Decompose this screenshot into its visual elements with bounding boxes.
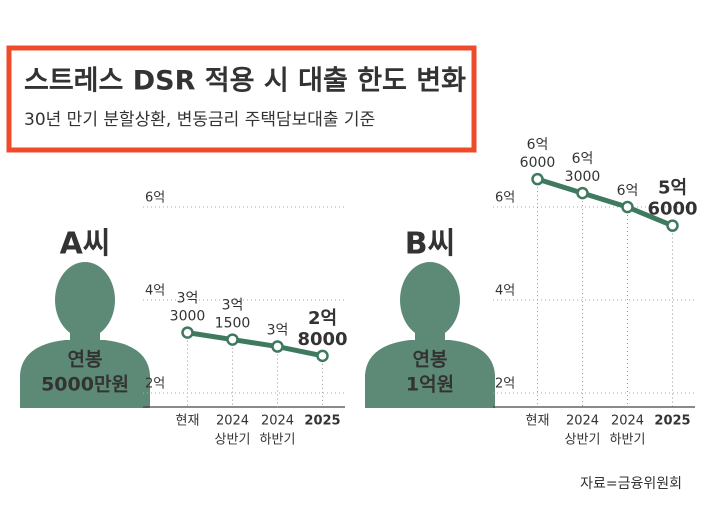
value-label: 3000 xyxy=(565,169,601,185)
person-b xyxy=(365,262,495,408)
x-tick-label: 2024 xyxy=(611,414,644,429)
data-point xyxy=(271,340,284,353)
x-tick-label: 하반기 xyxy=(610,433,646,448)
x-tick-label: 상반기 xyxy=(565,433,601,448)
x-tick-label: 상반기 xyxy=(215,433,251,448)
salary: 5000만원 xyxy=(41,374,129,396)
data-point xyxy=(576,186,589,200)
value-label: 6억 xyxy=(617,183,639,199)
value-label: 3억 xyxy=(177,291,199,307)
y-tick-label: 6억 xyxy=(145,191,165,206)
person-name: B씨 xyxy=(405,227,455,262)
y-tick-label: 4억 xyxy=(145,284,165,299)
x-tick-label: 2024 xyxy=(566,414,599,429)
data-point xyxy=(666,219,679,232)
salary: 연봉 xyxy=(68,349,103,371)
x-tick-label: 2025 xyxy=(304,414,340,429)
data-line xyxy=(536,176,674,228)
value-label: 8000 xyxy=(297,329,347,350)
y-tick-label: 6억 xyxy=(495,191,515,206)
x-tick-label: 현재 xyxy=(176,414,200,429)
value-label: 3억 xyxy=(222,298,244,314)
data-point xyxy=(531,172,544,186)
x-tick-label: 2024 xyxy=(261,414,294,429)
salary: 연봉 xyxy=(413,349,448,371)
value-label: 5억 xyxy=(658,178,687,199)
data-line xyxy=(187,330,324,359)
y-tick-label: 2억 xyxy=(495,377,515,392)
y-tick-label: 4억 xyxy=(495,284,515,299)
x-tick-label: 2024 xyxy=(216,414,249,429)
source: 자료=금융위원회 xyxy=(580,476,682,492)
person-a xyxy=(20,262,150,408)
chart-title: 스트레스 DSR 적용 시 대출 한도 변화 xyxy=(24,66,466,97)
data-point xyxy=(226,333,239,346)
salary: 1억원 xyxy=(406,374,454,396)
value-label: 6000 xyxy=(520,155,556,171)
data-point xyxy=(316,349,329,363)
value-label: 3억 xyxy=(267,323,289,339)
chart-subtitle: 30년 만기 분할상환, 변동금리 주택담보대출 기준 xyxy=(24,110,375,130)
x-tick-label: 현재 xyxy=(526,414,550,429)
y-tick-label: 2억 xyxy=(145,377,165,392)
data-point xyxy=(181,326,194,339)
value-label: 3000 xyxy=(170,309,206,325)
x-tick-label: 하반기 xyxy=(260,433,296,448)
x-tick-label: 2025 xyxy=(654,414,690,429)
title-box xyxy=(6,45,477,153)
data-point xyxy=(621,200,634,214)
value-label: 1500 xyxy=(215,316,251,332)
value-label: 6000 xyxy=(647,199,697,220)
value-label: 6억 xyxy=(572,151,594,167)
value-label: 2억 xyxy=(308,308,337,329)
person-name: A씨 xyxy=(60,227,111,262)
value-label: 6억 xyxy=(527,137,549,153)
